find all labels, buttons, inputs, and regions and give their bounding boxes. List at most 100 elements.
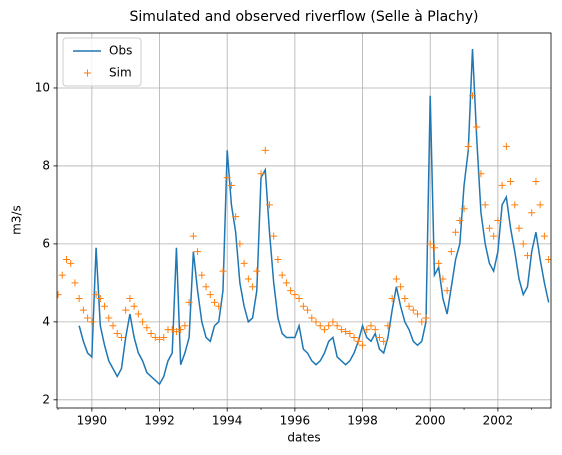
sim-marker [71,279,79,287]
sim-marker [507,178,515,186]
sim-marker [240,259,248,267]
sim-marker [325,322,333,330]
y-tick-label: 10 [35,80,50,94]
legend-label: Obs [109,44,132,58]
sim-marker [206,291,214,299]
sim-marker [397,283,405,291]
sim-marker [375,333,383,341]
sim-marker [430,244,438,252]
sim-marker [502,142,510,150]
sim-marker [528,209,536,217]
sim-marker [490,232,498,240]
y-axis-label: m3/s [10,205,24,235]
sim-marker [295,294,303,302]
sim-marker [62,255,70,263]
sim-marker [261,146,269,154]
sim-marker [253,267,261,275]
sim-marker [185,298,193,306]
sim-marker [359,341,367,349]
obs-line [78,48,550,386]
sim-marker [350,333,358,341]
sim-marker [67,259,75,267]
sim-marker [523,252,531,260]
x-tick-label: 1990 [77,414,108,428]
sim-marker [481,201,489,209]
sim-marker [388,294,396,302]
sim-marker [223,174,231,182]
sim-marker [452,228,460,236]
sim-marker [536,201,544,209]
sim-marker [265,201,273,209]
sim-marker [532,178,540,186]
sim-marker [143,324,151,332]
sim-marker [282,279,290,287]
sim-marker [473,123,481,131]
x-axis-label: dates [287,431,320,445]
sim-marker [477,170,485,178]
sim-marker [168,326,176,334]
plot-area [57,48,551,386]
sim-marker [354,337,362,345]
sim-marker [249,283,257,291]
sim-marker [198,271,206,279]
sim-marker [79,306,87,314]
sim-marker [299,302,307,310]
sim-marker [443,287,451,295]
sim-marker [422,314,430,322]
sim-marker [418,318,426,326]
y-tick-label: 6 [42,236,50,250]
plot-frame [56,32,552,409]
x-tick-label: 1994 [212,414,243,428]
y-tick-label: 4 [42,314,50,328]
sim-marker [498,181,506,189]
sim-marker [515,224,523,232]
sim-marker [371,326,379,334]
sim-marker [202,283,210,291]
sim-marker [380,337,388,345]
sim-marker [113,330,121,338]
sim-marker [392,275,400,283]
sim-marker [337,326,345,334]
x-tick-label: 1992 [144,414,175,428]
sim-marker [291,291,299,299]
sim-marker [367,322,375,330]
sim-marker [401,294,409,302]
sim-marker [236,240,244,248]
sim-marker [460,205,468,213]
legend-marker [84,69,91,77]
sim-marker [409,306,417,314]
sim-marker [101,302,109,310]
x-tick-label: 1996 [280,414,311,428]
x-tick-label: 2000 [415,414,446,428]
sim-marker [215,302,223,310]
sim-marker [274,255,282,263]
sim-marker [346,330,354,338]
sim-marker [414,310,422,318]
sim-marker [312,318,320,326]
sim-marker [194,248,202,256]
sim-marker [316,322,324,330]
sim-marker [160,333,168,341]
sim-marker [342,328,350,336]
sim-marker [464,142,472,150]
sim-marker [333,322,341,330]
sim-marker [57,291,62,299]
sim-marker [92,291,100,299]
sim-marker [304,306,312,314]
y-tick-label: 8 [42,158,50,172]
x-tick-label: 1998 [347,414,378,428]
sim-marker [363,326,371,334]
sim-marker [219,267,227,275]
sim-marker [84,314,92,322]
sim-marker [439,275,447,283]
sim-marker [456,217,464,224]
sim-marker [211,298,219,306]
sim-marker [511,201,519,209]
sim-marker [540,232,548,240]
legend-box [62,37,142,87]
sim-marker [88,318,96,326]
sim-marker [329,318,337,326]
sim-marker [172,328,180,336]
sim-marker [469,92,477,100]
x-tick-label: 2002 [483,414,514,428]
